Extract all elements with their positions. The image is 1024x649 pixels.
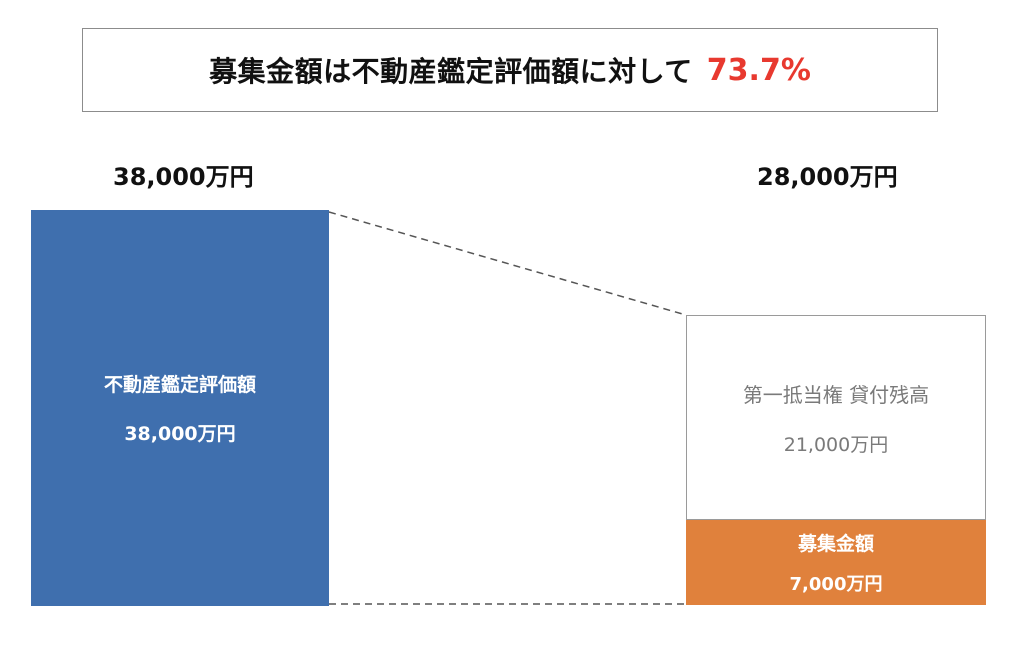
raise-box-value: 7,000万円	[789, 574, 883, 595]
headline-text: 募集金額は不動産鑑定評価額に対して	[209, 55, 693, 88]
fundraising-amount-box: 募集金額 7,000万円	[686, 520, 986, 605]
appraisal-bar-value: 38,000万円	[124, 423, 236, 445]
left-total-label: 38,000万円	[113, 163, 254, 191]
loan-box-label: 第一抵当権 貸付残高	[742, 382, 930, 407]
right-total-label: 28,000万円	[757, 163, 898, 191]
loan-box-value: 21,000万円	[783, 433, 889, 456]
appraisal-bar-label: 不動産鑑定評価額	[103, 374, 256, 396]
headline-box: 募集金額は不動産鑑定評価額に対して 73.7%	[82, 28, 938, 112]
first-mortgage-loan-box: 第一抵当権 貸付残高 21,000万円	[686, 315, 986, 520]
raise-box-label: 募集金額	[797, 533, 874, 555]
headline-percentage: 73.7%	[706, 52, 811, 88]
top-connector-line	[328, 211, 687, 316]
appraisal-bar: 不動産鑑定評価額 38,000万円	[31, 210, 329, 606]
